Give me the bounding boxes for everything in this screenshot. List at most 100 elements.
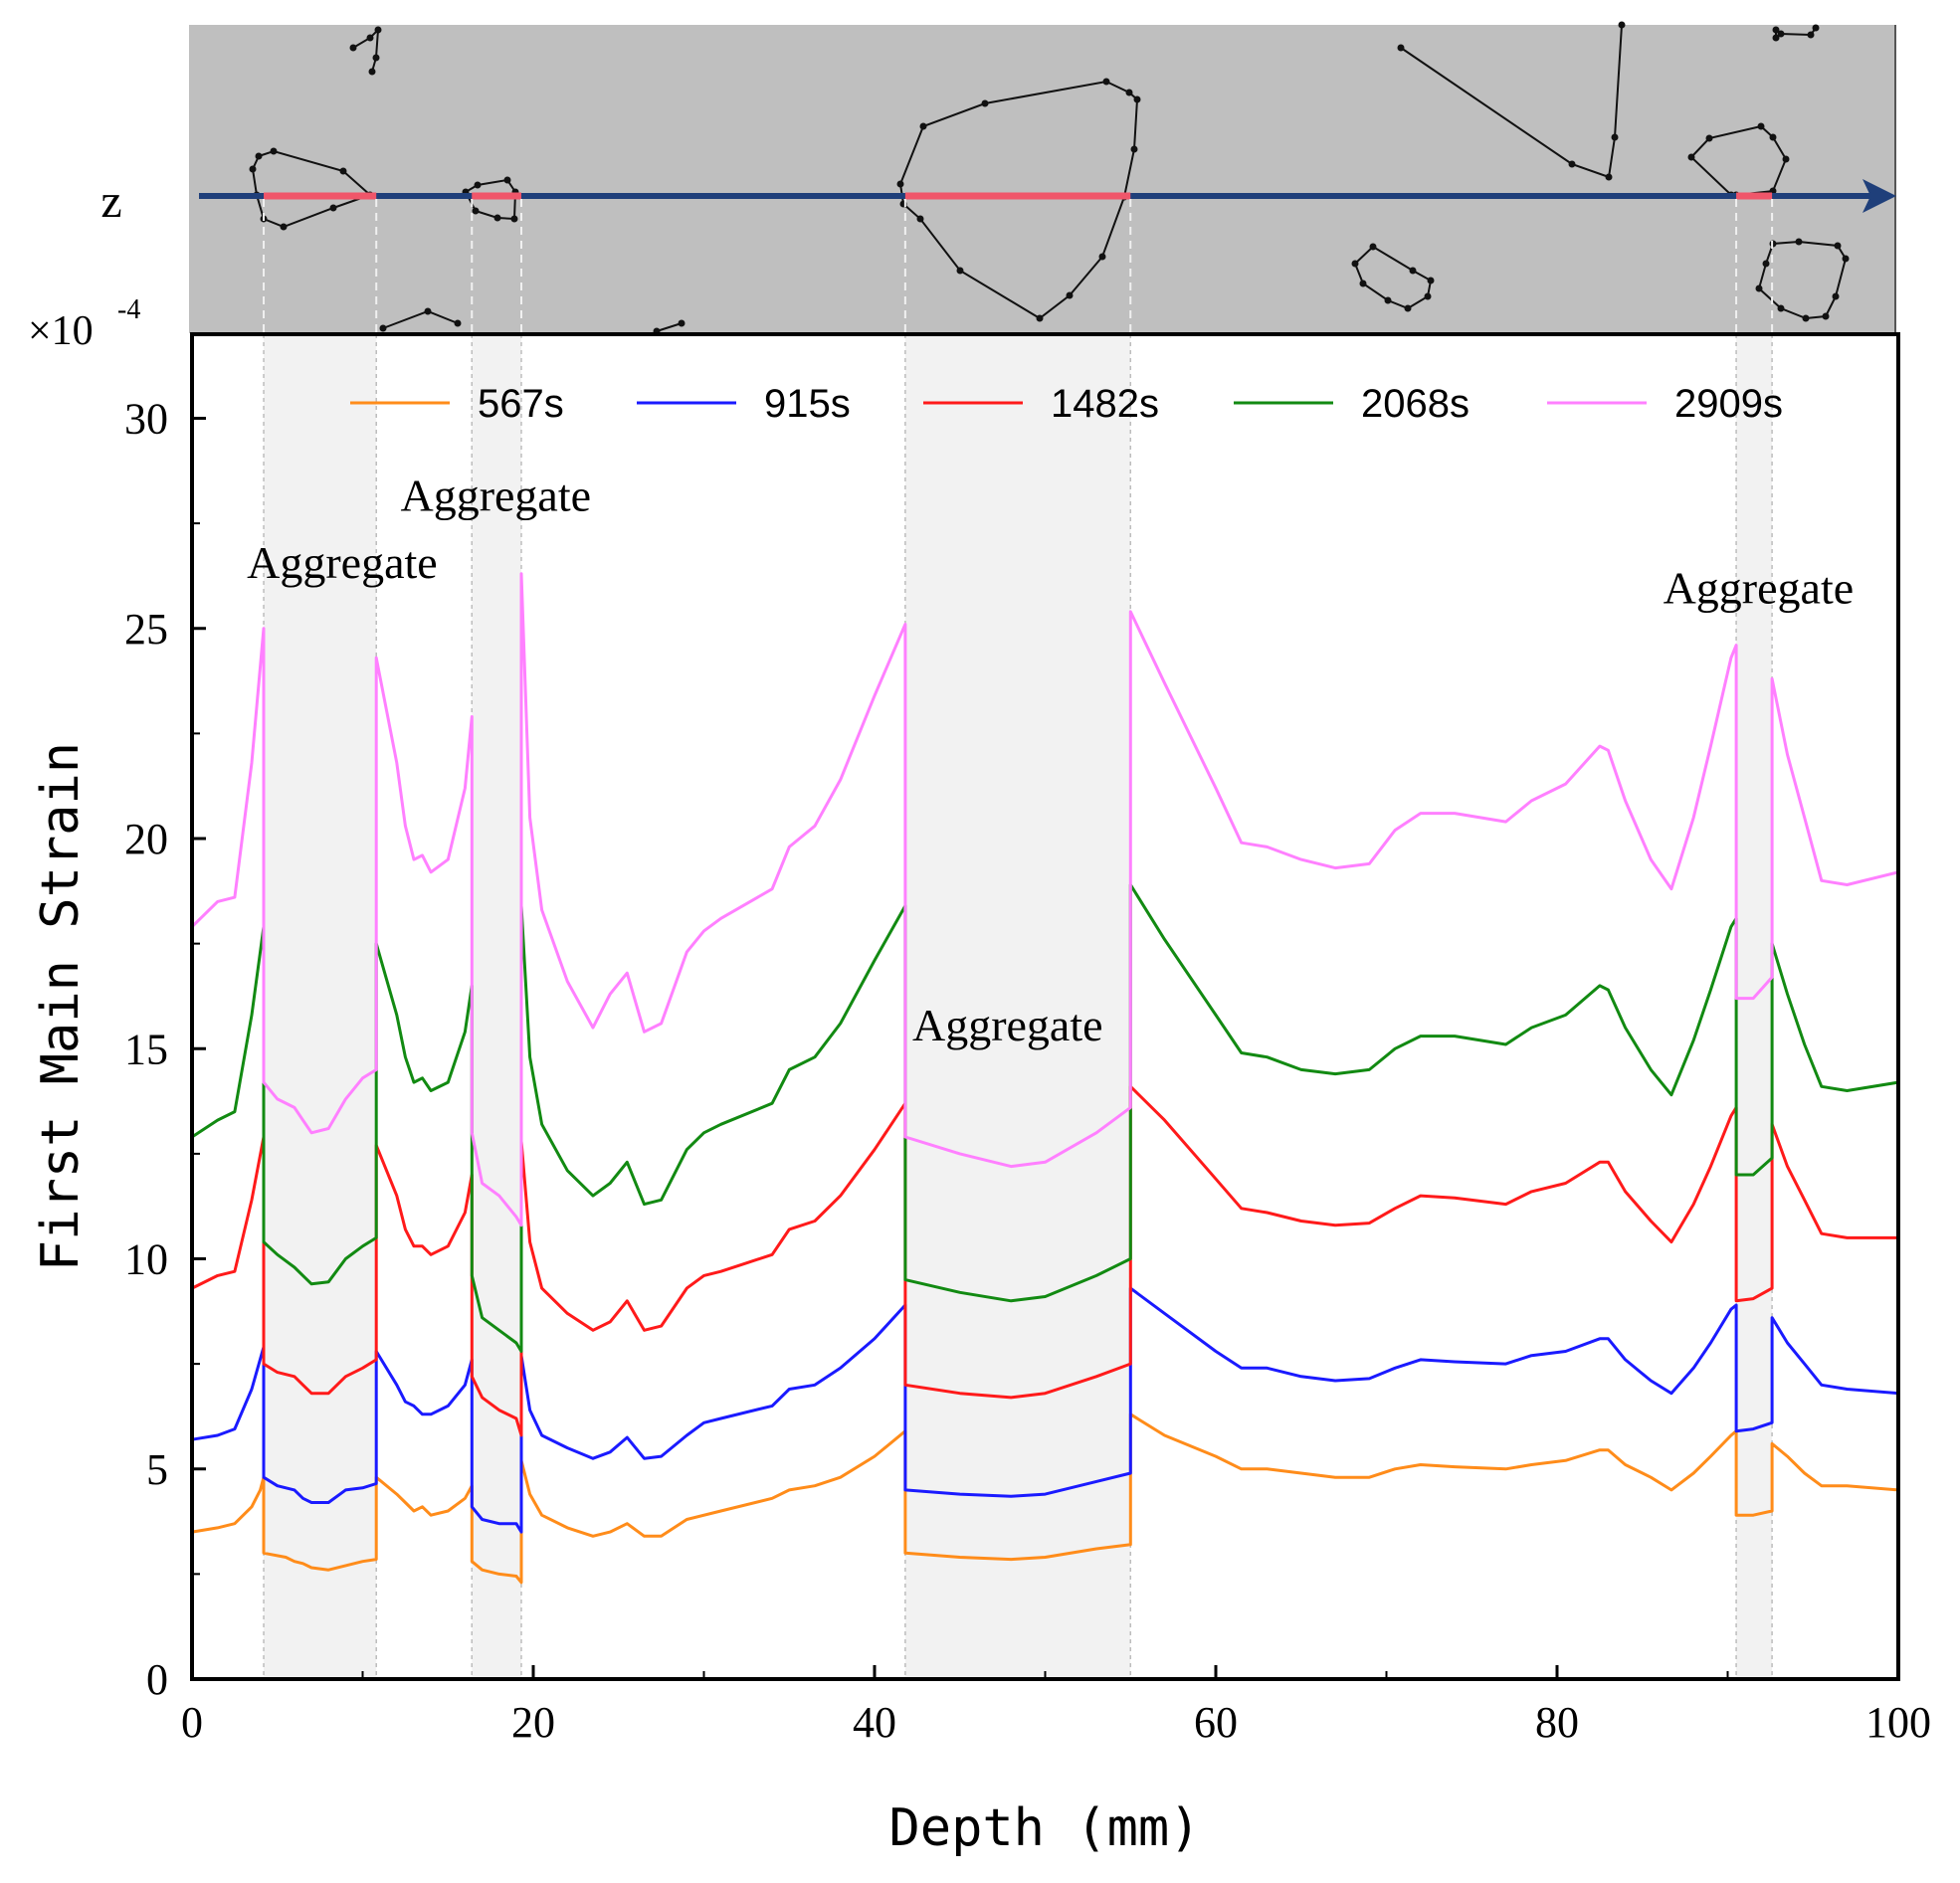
outline-vertex [1605,173,1613,181]
outline-vertex [1755,284,1763,292]
outline-vertex [474,181,482,189]
outline-vertex [896,180,904,188]
outline-vertex [454,319,462,327]
aggregate-section-inset: z [100,21,1896,335]
aggregate-outline [464,178,517,221]
outline-vertex [956,267,964,275]
outline-vertex [503,176,511,184]
outline-vertex [1777,304,1785,312]
outline-vertex [270,147,278,155]
outline-vertex [916,215,924,223]
outline-vertex [1369,243,1377,251]
aggregate-outline [251,149,372,229]
outline-vertex [280,223,288,231]
y-tick-label: 30 [124,395,168,444]
outline-vertex [349,44,357,52]
x-tick-label: 0 [181,1698,203,1747]
y-axis-title: First Main Strain [31,742,91,1271]
aggregate-band [904,334,1131,1679]
outline-vertex [1351,260,1359,268]
outline-vertex [1834,242,1842,250]
outline-vertex [1687,153,1695,161]
outline-vertex [1769,133,1777,141]
scale-factor-base: ×10 [28,308,94,354]
outline-vertex [1842,255,1850,263]
z-axis-label: z [100,175,121,228]
aggregate-band [1736,334,1773,1679]
outline-vertex [1807,31,1815,39]
legend-label: 1482s [1051,382,1159,426]
outline-vertex [1777,30,1785,38]
aggregate-segments [263,192,1774,332]
outline-vertex [368,68,376,76]
outline-vertex [1772,34,1780,42]
outline-vertex [372,54,380,62]
y-tick-label: 10 [124,1235,168,1284]
aggregate-bands [263,334,1773,1679]
aggregate-outline [656,322,683,332]
aggregate-band [264,334,377,1679]
outline-vertex [678,319,686,327]
outline-vertex [981,99,989,107]
aggregate-annotation: Aggregate [1664,562,1855,613]
legend-label: 567s [478,382,564,426]
outline-vertex [1757,122,1765,130]
outline-vertex [1397,44,1405,52]
outline-vertex [1427,277,1435,284]
x-tick-label: 100 [1865,1698,1931,1747]
outline-vertex [374,26,382,34]
inset-background [189,25,1895,333]
y-axis: 0 5 10 15 20 25 30 [124,395,206,1704]
outline-vertex [249,165,257,173]
legend-label: 2068s [1361,382,1470,426]
series-line-567s [191,1412,1899,1585]
x-axis: 0 20 40 60 80 100 [181,1665,1931,1747]
annotations: Aggregate Aggregate Aggregate Aggregate [247,470,1854,1049]
outline-vertex [472,207,480,215]
scale-factor-exponent: -4 [117,294,140,325]
legend-item-1482s: 1482s [923,382,1159,426]
outline-vertex [366,34,374,42]
outline-vertex [1812,24,1820,32]
outline-vertex [1424,292,1432,300]
y-tick-label: 0 [146,1655,168,1704]
legend: 567s 915s 1482s 2068s 2909s [350,382,1783,426]
outline-vertex [1102,78,1110,86]
outline-vertex [1618,21,1626,29]
y-tick-label: 15 [124,1025,168,1073]
x-tick-label: 20 [511,1698,555,1747]
outline-vertex [1404,304,1412,312]
x-tick-label: 80 [1535,1698,1579,1747]
outline-vertex [1125,89,1133,96]
outline-vertex [255,152,263,160]
x-tick-label: 60 [1194,1698,1238,1747]
legend-item-2909s: 2909s [1547,382,1783,426]
legend-item-915s: 915s [637,382,851,426]
legend-label: 915s [764,382,851,426]
outline-vertex [1832,292,1840,300]
outline-vertex [919,122,927,130]
legend-item-567s: 567s [350,382,564,426]
outline-vertex [1782,155,1790,163]
outline-vertex [1802,314,1810,322]
series-lines [190,572,1899,1585]
legend-label: 2909s [1674,382,1783,426]
outline-vertex [1568,160,1576,168]
aggregate-band [472,334,521,1679]
outline-vertex [1066,291,1074,299]
y-tick-label: 5 [146,1445,168,1494]
x-tick-label: 40 [853,1698,896,1747]
legend-item-2068s: 2068s [1234,382,1470,426]
outline-vertex [1705,134,1713,142]
y-tick-label: 20 [124,815,168,863]
outline-vertex [1409,267,1417,275]
outline-vertex [1384,296,1392,304]
outline-vertex [1611,133,1619,141]
outline-vertex [1098,253,1106,261]
outline-vertex [1772,26,1780,34]
outline-vertex [1133,95,1141,103]
outline-vertex [1130,145,1138,153]
outline-vertex [510,215,518,223]
scale-factor: ×10 -4 [28,294,140,354]
